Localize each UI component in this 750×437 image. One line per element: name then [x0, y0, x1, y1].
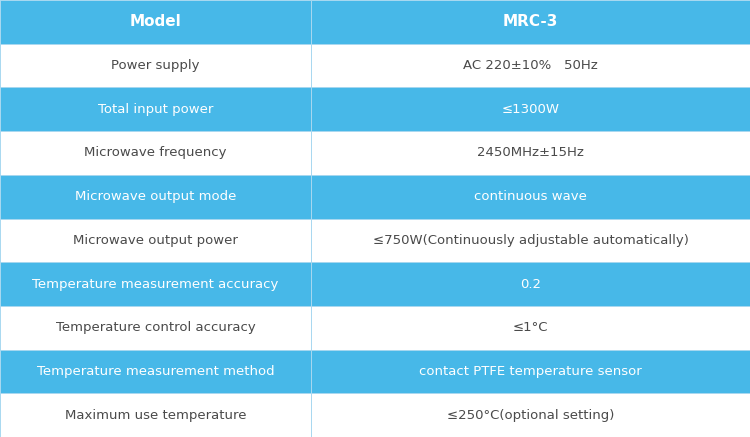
Text: MRC-3: MRC-3	[503, 14, 558, 29]
FancyBboxPatch shape	[311, 131, 750, 175]
Text: Maximum use temperature: Maximum use temperature	[64, 409, 246, 422]
Text: ≤250°C(optional setting): ≤250°C(optional setting)	[447, 409, 614, 422]
Text: Total input power: Total input power	[98, 103, 213, 116]
Text: 2450MHz±15Hz: 2450MHz±15Hz	[477, 146, 584, 160]
Text: Microwave frequency: Microwave frequency	[84, 146, 226, 160]
FancyBboxPatch shape	[0, 218, 311, 262]
Text: Microwave output power: Microwave output power	[74, 234, 238, 247]
Text: continuous wave: continuous wave	[474, 190, 587, 203]
Text: ≤750W(Continuously adjustable automatically): ≤750W(Continuously adjustable automatica…	[373, 234, 688, 247]
FancyBboxPatch shape	[0, 306, 311, 350]
FancyBboxPatch shape	[0, 87, 311, 131]
FancyBboxPatch shape	[0, 393, 311, 437]
FancyBboxPatch shape	[0, 175, 311, 218]
FancyBboxPatch shape	[311, 306, 750, 350]
Text: AC 220±10%   50Hz: AC 220±10% 50Hz	[464, 59, 598, 72]
Text: Microwave output mode: Microwave output mode	[75, 190, 236, 203]
Text: ≤1300W: ≤1300W	[502, 103, 560, 116]
Text: Temperature measurement method: Temperature measurement method	[37, 365, 274, 378]
Text: Model: Model	[130, 14, 182, 29]
Text: Temperature control accuracy: Temperature control accuracy	[56, 321, 256, 334]
FancyBboxPatch shape	[311, 350, 750, 393]
FancyBboxPatch shape	[311, 393, 750, 437]
FancyBboxPatch shape	[0, 44, 311, 87]
FancyBboxPatch shape	[311, 0, 750, 44]
FancyBboxPatch shape	[311, 44, 750, 87]
FancyBboxPatch shape	[311, 87, 750, 131]
FancyBboxPatch shape	[311, 262, 750, 306]
FancyBboxPatch shape	[311, 218, 750, 262]
Text: ≤1°C: ≤1°C	[513, 321, 548, 334]
Text: Power supply: Power supply	[111, 59, 200, 72]
Text: 0.2: 0.2	[520, 277, 542, 291]
FancyBboxPatch shape	[0, 131, 311, 175]
Text: contact PTFE temperature sensor: contact PTFE temperature sensor	[419, 365, 642, 378]
FancyBboxPatch shape	[0, 0, 311, 44]
FancyBboxPatch shape	[0, 262, 311, 306]
FancyBboxPatch shape	[311, 175, 750, 218]
FancyBboxPatch shape	[0, 350, 311, 393]
Text: Temperature measurement accuracy: Temperature measurement accuracy	[32, 277, 279, 291]
